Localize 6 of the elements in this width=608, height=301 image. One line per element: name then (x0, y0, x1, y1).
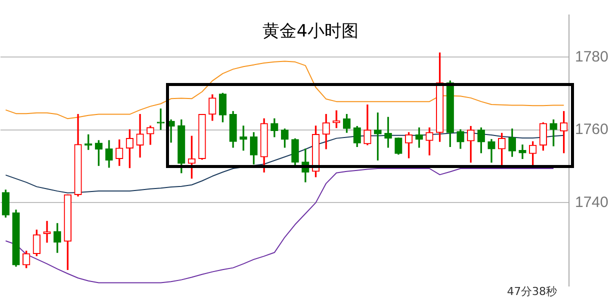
chart-title: 黄金4小时图 (262, 21, 358, 42)
y-tick-label: 1780 (575, 48, 608, 66)
y-tick-label: 1740 (575, 194, 608, 211)
candlestick (550, 119, 558, 146)
y-tick-label: 1760 (575, 121, 608, 138)
annotation: 47分38秒 (507, 284, 557, 298)
